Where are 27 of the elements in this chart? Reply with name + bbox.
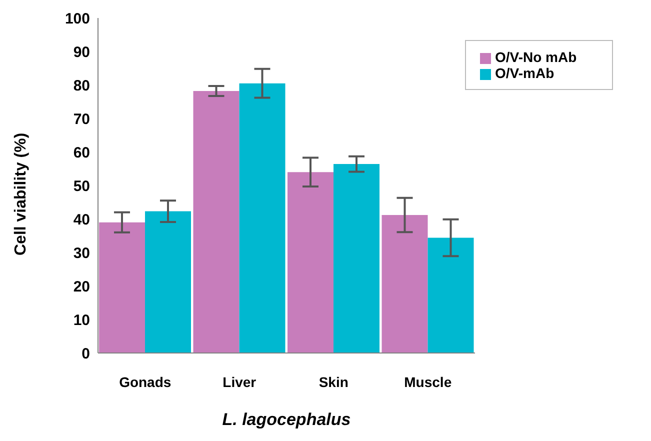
bar <box>334 164 380 353</box>
y-tick-label: 20 <box>73 278 90 296</box>
x-tick-label: Muscle <box>404 374 452 390</box>
y-tick-label: 30 <box>73 244 90 262</box>
y-tick-label: 70 <box>73 110 90 128</box>
x-tick-label: Skin <box>318 374 348 390</box>
y-tick-label: 100 <box>64 10 90 28</box>
legend-label: O/V-No mAb <box>495 49 577 65</box>
legend-label: O/V-mAb <box>495 65 554 81</box>
bar <box>239 83 286 353</box>
bar <box>428 238 474 353</box>
x-tick-label: Gonads <box>119 374 172 390</box>
bar <box>382 214 428 353</box>
y-tick-label: 40 <box>73 211 90 228</box>
y-tick-label: 80 <box>73 77 90 94</box>
y-tick-label: 50 <box>73 178 90 195</box>
y-tick-label: 60 <box>73 144 90 162</box>
y-axis-title: Cell viability (%) <box>12 132 30 256</box>
bar <box>145 211 191 353</box>
bar <box>288 172 334 353</box>
y-tick-label: 90 <box>73 44 90 61</box>
bar <box>99 222 145 353</box>
y-tick-label: 0 <box>82 345 90 362</box>
x-axis-title: L. lagocephalus <box>222 410 351 429</box>
y-tick-label: 10 <box>73 312 90 329</box>
x-tick-label: Liver <box>222 374 257 390</box>
bar <box>193 91 240 353</box>
